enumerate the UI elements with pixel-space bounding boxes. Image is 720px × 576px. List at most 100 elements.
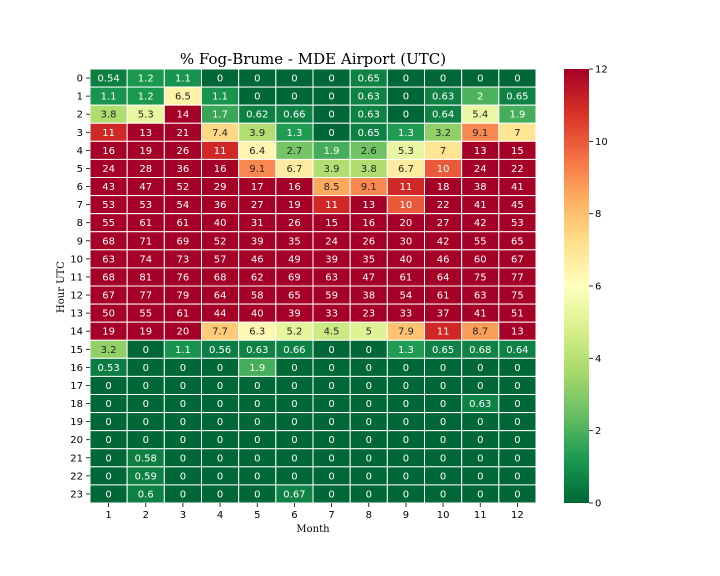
- cell-value-label: 11: [325, 200, 338, 211]
- y-tick-label: 0: [77, 74, 83, 85]
- x-tick-label: 11: [474, 510, 487, 521]
- cell-value-label: 55: [102, 218, 115, 229]
- cell-value-label: 2.6: [361, 146, 377, 157]
- cell-value-label: 15: [325, 218, 338, 229]
- cell-value-label: 26: [177, 146, 190, 157]
- cell-value-label: 0: [328, 128, 334, 139]
- cell-value-label: 0: [366, 399, 372, 410]
- cell-value-label: 16: [288, 182, 301, 193]
- cell-value-label: 0.54: [97, 74, 119, 85]
- cell-value-label: 0: [477, 74, 483, 85]
- cell-value-label: 0: [328, 417, 334, 428]
- cell-value-label: 7.9: [398, 327, 414, 338]
- cell-value-label: 64: [214, 291, 227, 302]
- cell-value-label: 0: [105, 417, 111, 428]
- cell-value-label: 26: [362, 236, 375, 247]
- cell-value-label: 5.4: [472, 110, 488, 121]
- x-tick-label: 6: [291, 510, 297, 521]
- cell-value-label: 21: [177, 128, 190, 139]
- x-tick-label: 3: [180, 510, 186, 521]
- cell-value-label: 0: [105, 435, 111, 446]
- cell-value-label: 0.58: [135, 453, 157, 464]
- y-tick-label: 18: [70, 399, 83, 410]
- cell-value-label: 77: [139, 291, 152, 302]
- cell-value-label: 3.9: [324, 164, 340, 175]
- cell-value-label: 0: [105, 471, 111, 482]
- x-tick-label: 12: [511, 510, 524, 521]
- cell-value-label: 41: [474, 200, 487, 211]
- cell-value-label: 6.7: [286, 164, 302, 175]
- cell-value-label: 24: [474, 164, 487, 175]
- cell-value-label: 0: [143, 381, 149, 392]
- cell-value-label: 24: [102, 164, 115, 175]
- cell-value-label: 0: [254, 74, 260, 85]
- cell-value-label: 0: [291, 92, 297, 103]
- cell-value-label: 1.7: [212, 110, 228, 121]
- cell-value-label: 0: [328, 345, 334, 356]
- cell-value-label: 0: [403, 471, 409, 482]
- cell-value-label: 0: [440, 381, 446, 392]
- cell-value-label: 55: [139, 309, 152, 320]
- cell-value-label: 9.1: [249, 164, 265, 175]
- cell-value-label: 27: [437, 218, 450, 229]
- cell-value-label: 0: [180, 363, 186, 374]
- cell-value-label: 3.2: [435, 128, 451, 139]
- cell-value-label: 52: [214, 236, 227, 247]
- cell-value-label: 49: [288, 254, 301, 265]
- cell-value-label: 0: [440, 399, 446, 410]
- cell-value-label: 68: [102, 272, 115, 283]
- cell-value-label: 11: [214, 146, 227, 157]
- cell-value-label: 0.59: [135, 471, 157, 482]
- cell-value-label: 61: [177, 309, 190, 320]
- cell-value-label: 0: [440, 363, 446, 374]
- cell-value-label: 0: [403, 399, 409, 410]
- cell-value-label: 0: [514, 489, 520, 500]
- cell-value-label: 16: [214, 164, 227, 175]
- cell-value-label: 38: [474, 182, 487, 193]
- cell-value-label: 0: [180, 435, 186, 446]
- cell-value-label: 1.9: [324, 146, 340, 157]
- cell-value-label: 1.1: [212, 92, 228, 103]
- cell-value-label: 0.63: [432, 92, 454, 103]
- y-tick-label: 7: [77, 200, 83, 211]
- cell-value-label: 0.64: [432, 110, 454, 121]
- cell-value-label: 0: [328, 381, 334, 392]
- cell-value-label: 64: [437, 272, 450, 283]
- cell-value-label: 61: [437, 291, 450, 302]
- cell-value-label: 27: [251, 200, 264, 211]
- cell-value-label: 5.3: [138, 110, 154, 121]
- cell-value-label: 0: [366, 435, 372, 446]
- cell-value-label: 0.67: [283, 489, 305, 500]
- cell-value-label: 0: [105, 453, 111, 464]
- cell-value-label: 0: [328, 399, 334, 410]
- cell-value-label: 0: [477, 453, 483, 464]
- cell-value-label: 0: [514, 453, 520, 464]
- cell-value-label: 18: [437, 182, 450, 193]
- cell-value-label: 39: [288, 309, 301, 320]
- cell-value-label: 0: [514, 435, 520, 446]
- cell-value-label: 0: [291, 453, 297, 464]
- cell-value-label: 0: [180, 471, 186, 482]
- cell-value-label: 38: [362, 291, 375, 302]
- cell-value-label: 8.7: [472, 327, 488, 338]
- cell-value-label: 1.3: [398, 345, 414, 356]
- cell-value-label: 0: [403, 453, 409, 464]
- cell-value-label: 24: [325, 236, 338, 247]
- cell-value-label: 63: [474, 291, 487, 302]
- cell-value-label: 1.1: [175, 345, 191, 356]
- cell-value-label: 0: [477, 489, 483, 500]
- cell-value-label: 0: [105, 489, 111, 500]
- cell-value-label: 0.6: [138, 489, 154, 500]
- cell-value-label: 0: [440, 489, 446, 500]
- cell-value-label: 39: [325, 254, 338, 265]
- cell-value-label: 69: [177, 236, 190, 247]
- colorbar-tick-label: 0: [595, 499, 601, 510]
- cell-value-label: 36: [214, 200, 227, 211]
- cell-value-label: 0: [180, 489, 186, 500]
- cell-value-label: 11: [400, 182, 413, 193]
- cell-value-label: 67: [102, 291, 115, 302]
- cell-value-label: 7: [440, 146, 446, 157]
- cell-value-label: 73: [177, 254, 190, 265]
- x-tick-label: 5: [254, 510, 260, 521]
